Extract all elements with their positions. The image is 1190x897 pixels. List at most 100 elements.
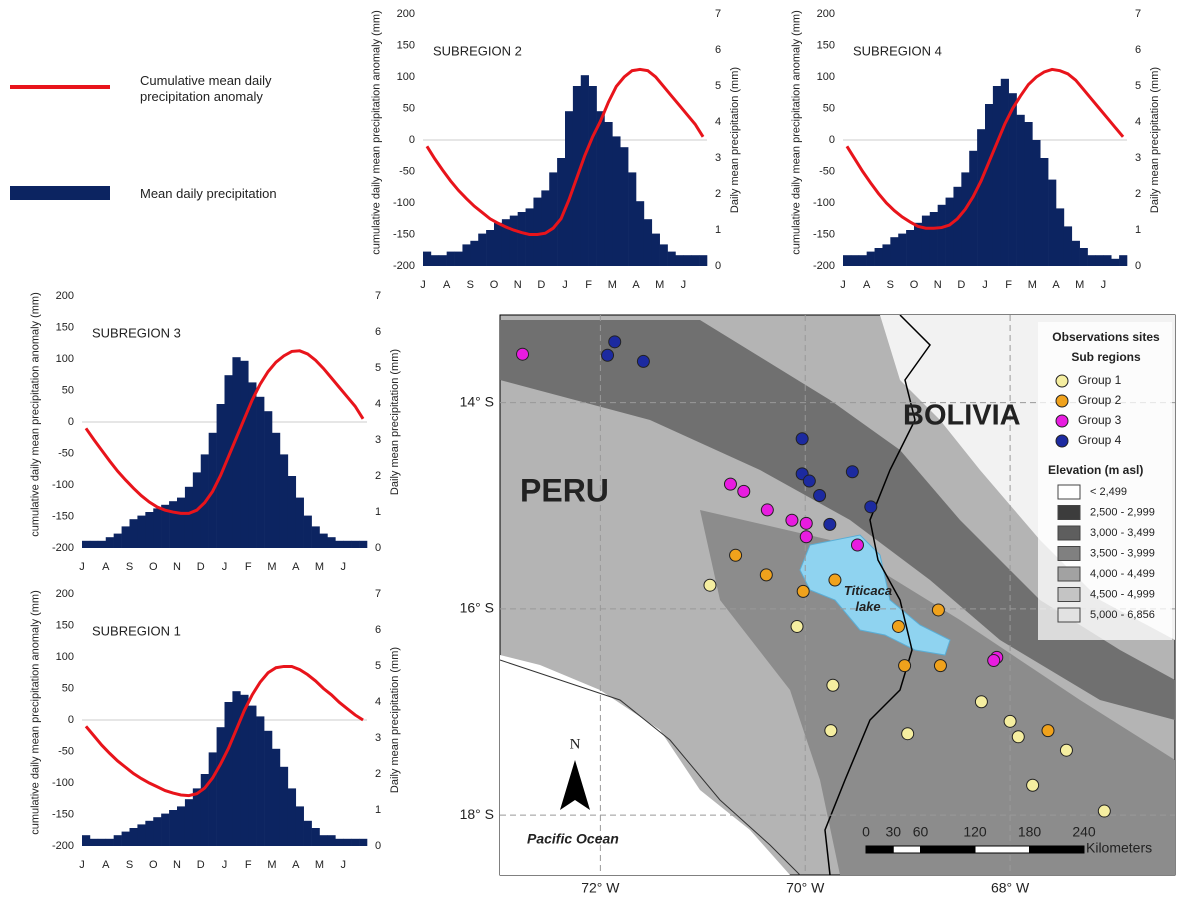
bar [240,361,248,548]
y2-tick-label: 3 [1135,152,1141,164]
bar [312,828,320,846]
site [1098,805,1110,817]
bar [320,534,328,548]
bar [343,541,351,548]
y2-tick-label: 5 [715,80,721,92]
bar [153,508,161,548]
scale-segment [866,846,893,853]
y-tick-label: -200 [52,542,74,554]
y2-tick-label: 1 [715,224,721,236]
y2-tick-label: 4 [375,696,381,708]
x-tick-label: J [79,859,85,871]
bar [145,821,153,846]
y2-tick-label: 6 [715,44,721,56]
y-tick-label: 150 [56,321,74,333]
elevation-swatch [1058,608,1080,622]
bar [604,122,612,266]
legend-marker [1056,375,1068,387]
site [934,660,946,672]
y2-tick-label: 0 [375,542,381,554]
bar [668,252,676,266]
bar [969,151,977,266]
bar [122,832,130,846]
site [932,604,944,616]
bar [335,541,343,548]
x-tick-label: M [267,859,276,871]
y-tick-label: -200 [393,260,415,272]
y2-tick-label: 5 [375,362,381,374]
x-tick-label: J [341,859,347,871]
scale-segment [893,846,920,853]
place-label: PERU [520,472,609,508]
x-tick-label: M [315,561,324,573]
legend-subtitle: Sub regions [1071,350,1141,364]
x-tick-label: A [292,561,300,573]
elevation-label: < 2,499 [1090,486,1127,498]
x-tick-label: J [222,859,228,871]
bar [439,255,447,266]
site [786,514,798,526]
bar [478,234,486,266]
bar [351,541,359,548]
bar [1040,158,1048,266]
bar [335,839,343,846]
x-tick-label: J [222,561,228,573]
y-tick-label: 14° S [460,393,494,409]
bar [248,706,256,846]
x-tick-label: A [863,279,871,291]
y-axis-label: cumulative daily mean precipitation anom… [791,7,804,259]
x-tick-label: J [840,279,846,291]
bar [977,129,985,266]
bar [859,255,867,266]
bar [930,212,938,266]
bar [296,806,304,846]
bar [343,839,351,846]
x-tick-label: O [910,279,919,291]
site [761,504,773,516]
bar [114,534,122,548]
site [902,728,914,740]
x-tick-label: J [1101,279,1107,291]
bar [636,201,644,266]
site [803,475,815,487]
y2-tick-label: 7 [375,290,381,302]
bar [90,541,98,548]
elevation-label: 2,500 - 2,999 [1090,506,1155,518]
y2-tick-label: 7 [375,588,381,600]
x-tick-label: A [1052,279,1060,291]
y-tick-label: 16° S [460,600,494,616]
bar [961,172,969,266]
y-tick-label: 200 [397,8,415,20]
bar [359,541,367,548]
bar [264,411,272,548]
bar [431,255,439,266]
y-tick-label: 50 [403,102,415,114]
y2-tick-label: 2 [1135,188,1141,200]
bar [1024,122,1032,266]
site [1042,725,1054,737]
bar [256,397,264,548]
bar [652,234,660,266]
x-tick-label: M [655,279,664,291]
x-tick-label: D [537,279,545,291]
scale-segment [975,846,1030,853]
bar [691,255,699,266]
bar [526,208,534,266]
y2-axis-label: Daily mean precipitation (mm) [729,67,741,213]
bar [533,198,541,266]
x-tick-label: J [982,279,988,291]
canvas: -200-150-100-5005010015020001234567JASON… [0,0,1190,897]
x-tick-label: M [267,561,276,573]
x-tick-label: J [681,279,687,291]
elevation-swatch [1058,506,1080,520]
bar [82,541,90,548]
x-tick-label: N [173,561,181,573]
x-tick-label: D [197,859,205,871]
bar [1032,140,1040,266]
bar [470,241,478,266]
site [824,518,836,530]
y2-axis-label: Daily mean precipitation (mm) [389,647,401,793]
site [797,585,809,597]
bar [145,512,153,548]
site [988,654,1000,666]
